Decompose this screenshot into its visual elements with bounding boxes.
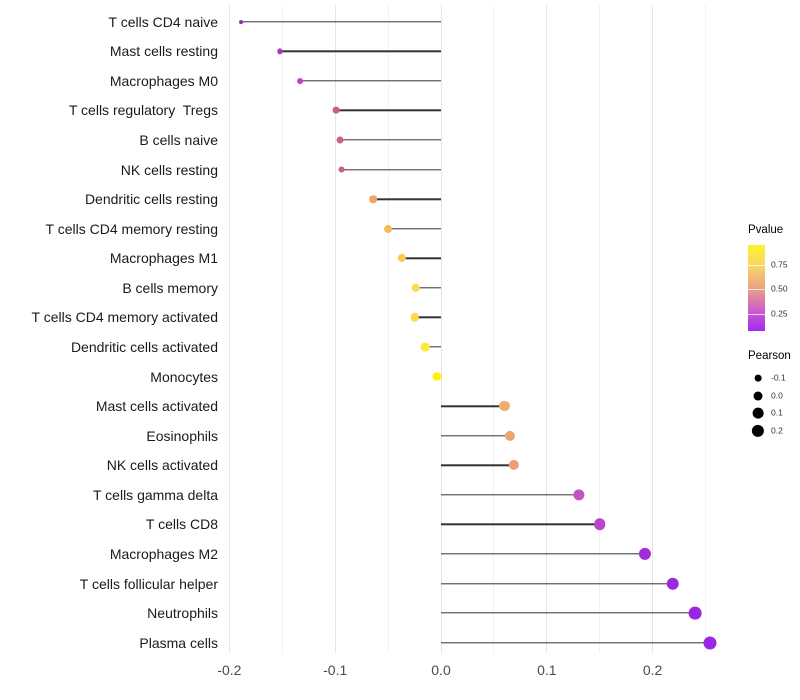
- gridline-minor: [599, 5, 601, 653]
- pearson-legend-dot: [754, 374, 762, 382]
- data-point-dot: [277, 48, 283, 54]
- stem-line: [441, 464, 514, 466]
- data-point-dot: [337, 136, 344, 144]
- x-tick-label: 0.1: [537, 662, 557, 678]
- data-point-dot: [593, 518, 606, 531]
- gridline-major: [652, 5, 654, 653]
- data-point-dot: [499, 401, 510, 412]
- data-point-dot: [369, 195, 378, 203]
- row-label: NK cells resting: [120, 161, 218, 178]
- stem-line: [241, 20, 441, 23]
- row-label: T cells CD4 memory activated: [31, 309, 218, 326]
- data-point-dot: [397, 254, 406, 263]
- pearson-legend-dot: [751, 424, 765, 437]
- stem-line: [300, 80, 441, 82]
- row-label: Dendritic cells resting: [84, 191, 218, 208]
- stem-line: [441, 641, 710, 644]
- data-point-dot: [338, 166, 345, 173]
- pvalue-tick-label: 0.50: [771, 283, 788, 294]
- data-point-dot: [508, 460, 520, 471]
- pearson-legend-label: 0.2: [771, 425, 783, 436]
- stem-line: [280, 50, 441, 52]
- row-label: T cells CD4 naive: [108, 13, 218, 30]
- data-point-dot: [504, 430, 515, 441]
- stem-line: [441, 523, 600, 526]
- row-label: Macrophages M2: [109, 545, 218, 562]
- gridline-major: [440, 5, 442, 653]
- pvalue-tick-label: 0.75: [771, 259, 788, 270]
- row-label: B cells memory: [122, 279, 218, 296]
- pvalue-legend-title: Pvalue: [748, 224, 784, 236]
- data-point-dot: [384, 224, 393, 233]
- row-label: Dendritic cells activated: [70, 338, 218, 355]
- pvalue-colorbar: [748, 245, 765, 331]
- data-point-dot: [410, 313, 419, 322]
- pearson-legend-label: 0.1: [771, 407, 783, 418]
- data-point-dot: [420, 342, 430, 352]
- stem-line: [441, 405, 505, 407]
- stem-line: [341, 168, 441, 171]
- colorbar-tick: [748, 265, 765, 267]
- data-point-dot: [572, 489, 585, 501]
- stem-line: [441, 494, 579, 496]
- pearson-legend-title: Pearson: [748, 350, 791, 362]
- row-label: B cells naive: [139, 131, 218, 148]
- stem-line: [401, 257, 441, 259]
- pearson-legend-dot: [753, 391, 763, 401]
- row-label: Mast cells resting: [109, 43, 218, 60]
- stem-line: [336, 109, 441, 112]
- stem-line: [415, 287, 441, 289]
- stem-line: [425, 346, 441, 348]
- row-label: Monocytes: [150, 368, 218, 385]
- stem-line: [441, 582, 673, 585]
- colorbar-tick: [748, 289, 765, 291]
- pearson-legend-label: 0.0: [771, 390, 783, 401]
- x-tick-label: 0.2: [642, 662, 663, 678]
- data-point-dot: [432, 372, 442, 381]
- row-label: Macrophages M1: [109, 250, 218, 267]
- stem-line: [441, 553, 646, 555]
- data-point-dot: [639, 547, 652, 561]
- data-point-dot: [297, 77, 304, 84]
- stem-line: [441, 434, 510, 437]
- row-label: NK cells activated: [106, 457, 218, 474]
- pearson-legend-dot: [752, 407, 764, 419]
- row-label: T cells regulatory Tregs: [68, 102, 218, 119]
- stem-line: [388, 227, 441, 230]
- row-label: T cells CD4 memory resting: [45, 220, 218, 237]
- gridline-minor: [387, 5, 389, 653]
- data-point-dot: [703, 636, 717, 650]
- row-label: Macrophages M0: [109, 72, 218, 89]
- pvalue-tick-label: 0.25: [771, 308, 788, 319]
- stem-line: [441, 612, 695, 614]
- data-point-dot: [332, 107, 340, 114]
- row-label: T cells CD8: [145, 516, 218, 533]
- data-point-dot: [239, 19, 243, 24]
- x-tick-label: 0.0: [431, 662, 451, 678]
- gridline-minor: [493, 5, 495, 653]
- row-label: Eosinophils: [146, 427, 218, 444]
- data-point-dot: [666, 577, 679, 590]
- row-label: Neutrophils: [147, 605, 218, 622]
- stem-line: [340, 139, 441, 141]
- colorbar-tick: [748, 313, 765, 315]
- stem-line: [373, 198, 441, 200]
- gridline-major: [228, 5, 230, 653]
- gridline-major: [334, 5, 336, 653]
- stem-line: [414, 316, 441, 319]
- x-tick-label: -0.1: [323, 662, 348, 678]
- row-label: Plasma cells: [139, 634, 218, 651]
- row-label: Mast cells activated: [95, 398, 218, 415]
- gridline-minor: [705, 5, 706, 653]
- data-point-dot: [688, 606, 702, 620]
- x-tick-label: -0.2: [217, 662, 242, 678]
- row-label: T cells gamma delta: [92, 486, 218, 503]
- data-point-dot: [411, 283, 420, 293]
- row-label: T cells follicular helper: [79, 575, 218, 592]
- gridline-minor: [281, 5, 283, 653]
- pearson-legend-label: -0.1: [771, 372, 786, 383]
- gridline-major: [546, 5, 548, 653]
